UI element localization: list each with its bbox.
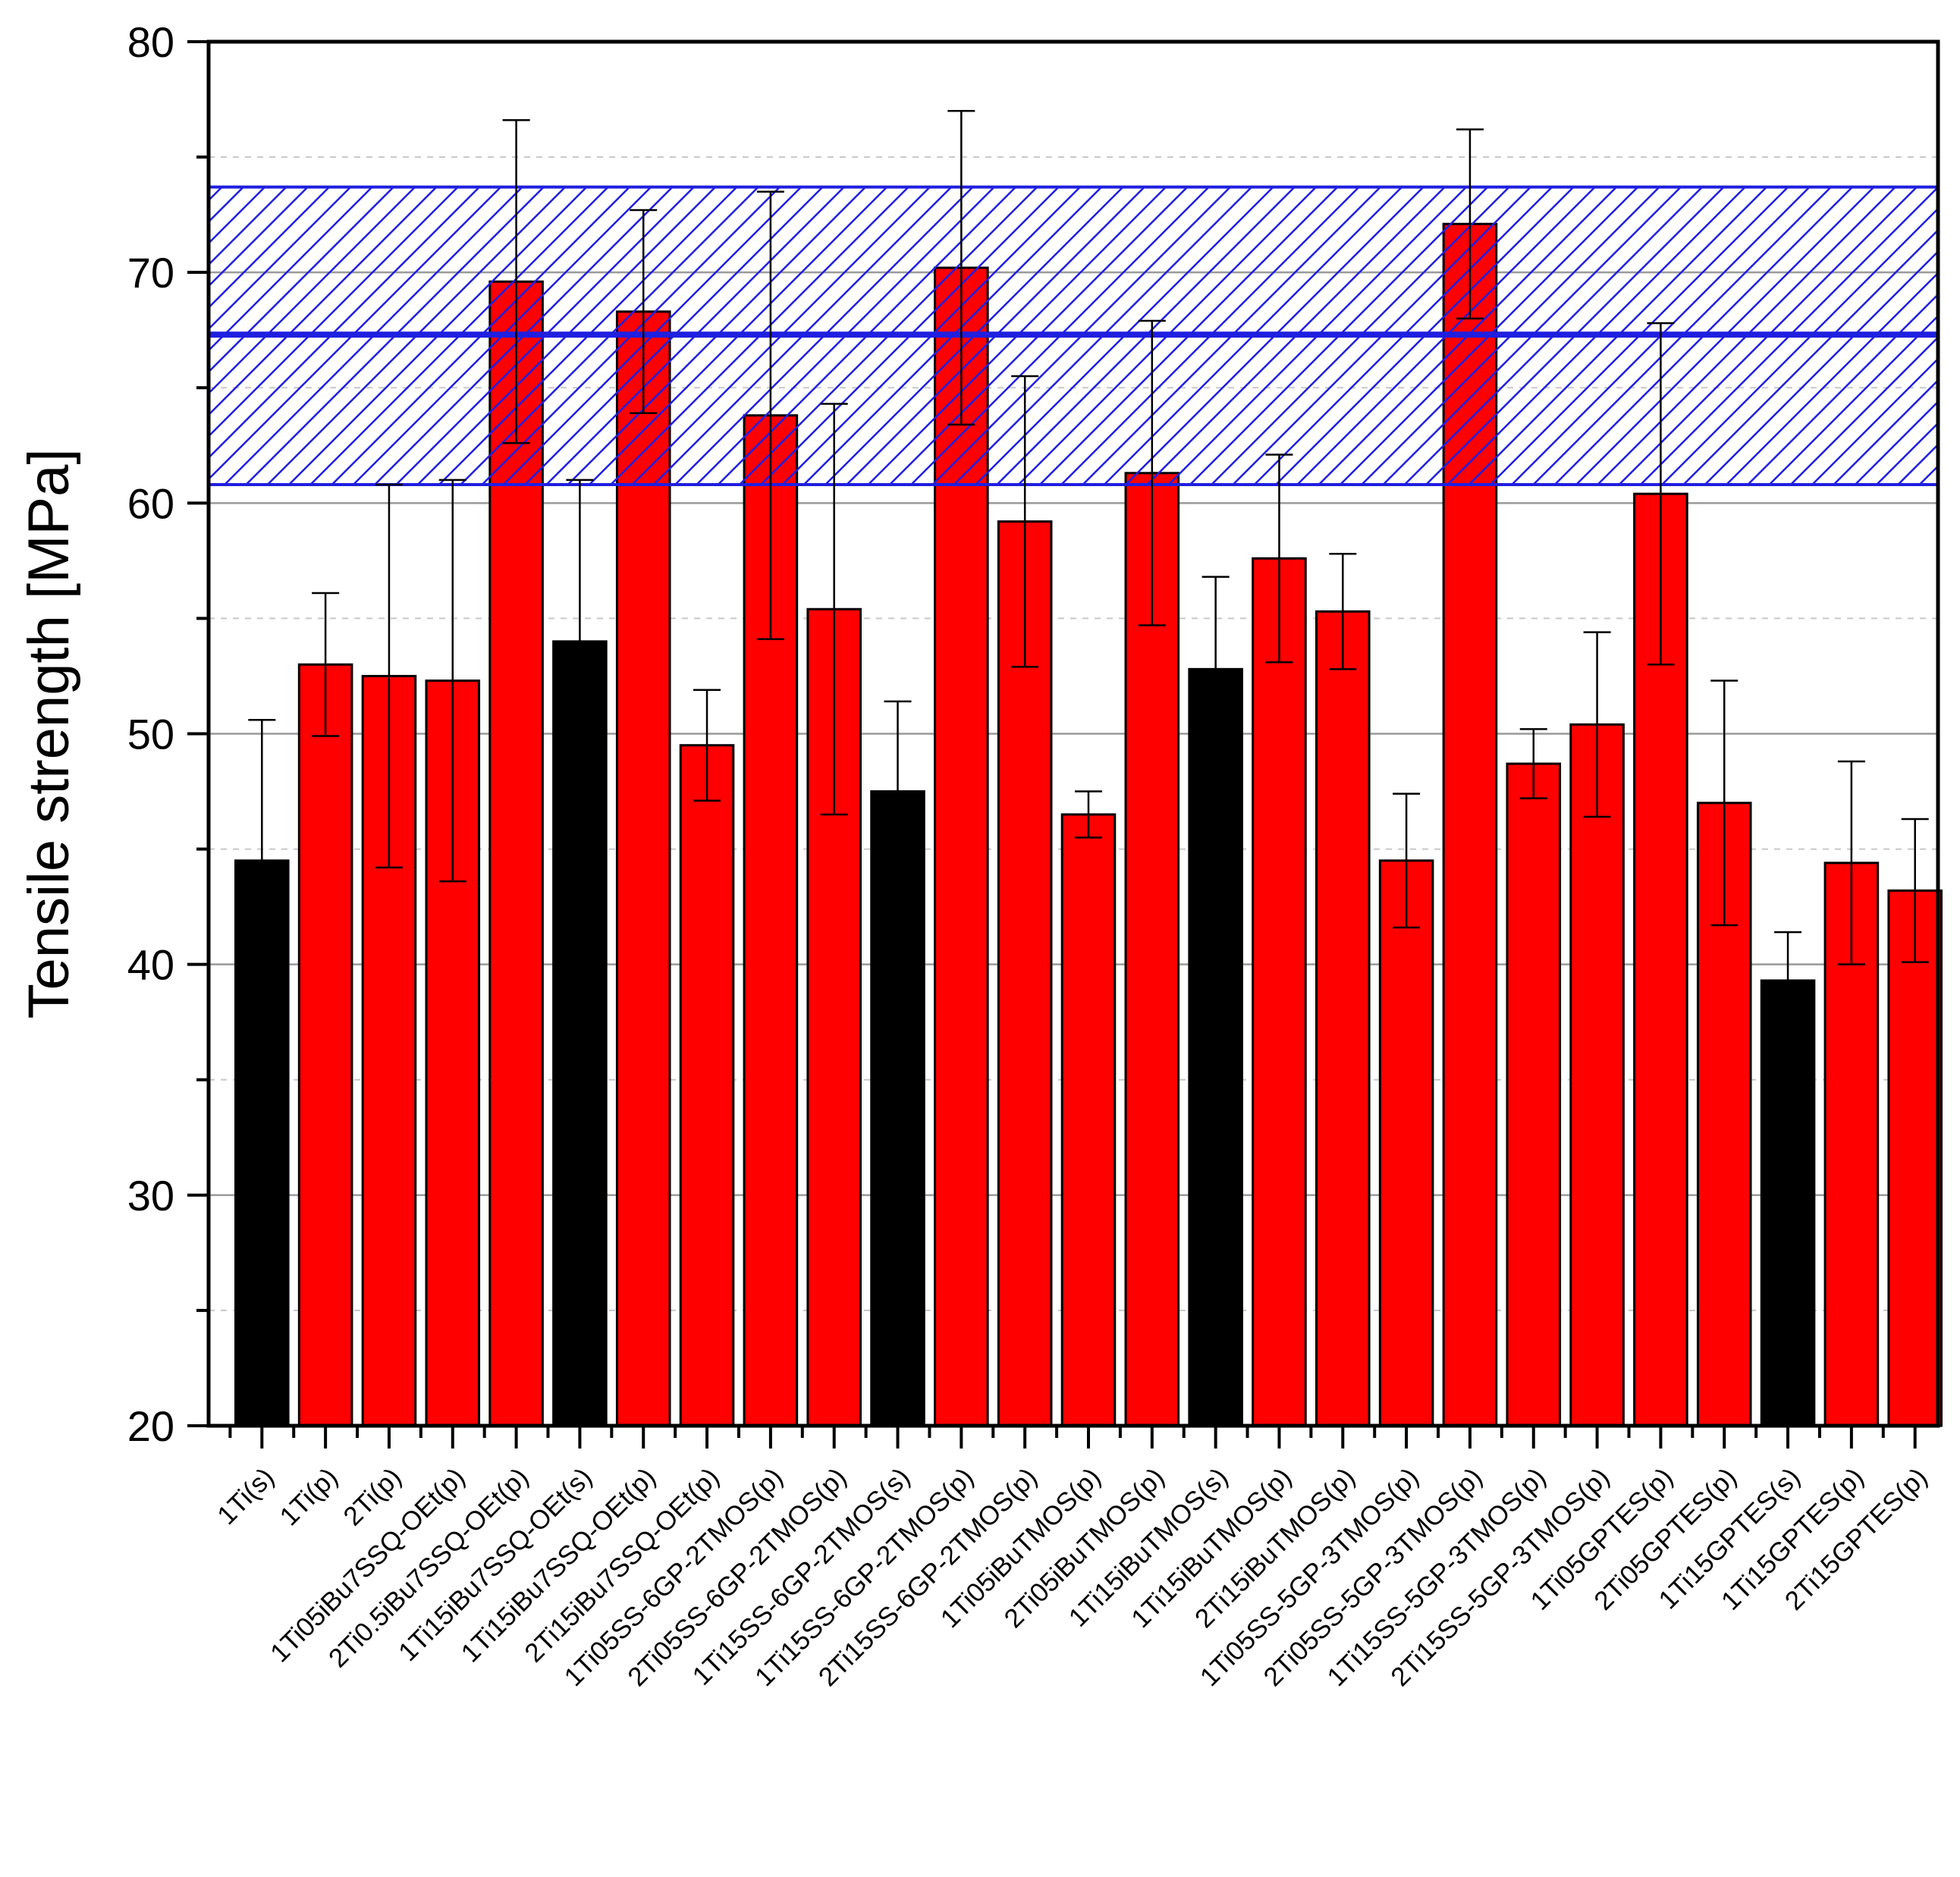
bar-21 — [1569, 723, 1625, 1427]
bar-15 — [1188, 667, 1243, 1427]
x-category-label: 1Ti(s) — [212, 1462, 280, 1530]
error-bars-layer — [248, 110, 1929, 1031]
y-tick-label: 30 — [127, 1172, 174, 1219]
y-tick-label: 50 — [127, 711, 174, 758]
bar-20 — [1506, 762, 1562, 1427]
reference-band-layer — [207, 185, 1940, 486]
bar-6 — [615, 310, 671, 1427]
x-category-label: 1Ti(p) — [274, 1462, 343, 1531]
bar-17 — [1315, 610, 1371, 1427]
bar-16 — [1252, 557, 1307, 1427]
bar-18 — [1378, 859, 1434, 1427]
y-tick-label: 20 — [127, 1402, 174, 1450]
bar-14 — [1124, 472, 1180, 1427]
y-tick-label: 60 — [127, 479, 174, 527]
bar-24 — [1760, 979, 1816, 1427]
y-tick-label: 70 — [127, 249, 174, 297]
bar-12 — [997, 520, 1053, 1427]
bar-10 — [870, 790, 925, 1427]
bar-13 — [1060, 813, 1117, 1427]
bar-26 — [1887, 889, 1943, 1427]
y-axis-title: Tensile strength [MPa] — [17, 449, 81, 1019]
y-tick-label: 80 — [127, 18, 174, 66]
bar-7 — [679, 744, 735, 1427]
bar-1 — [297, 663, 353, 1427]
y-tick-label: 40 — [127, 941, 174, 989]
